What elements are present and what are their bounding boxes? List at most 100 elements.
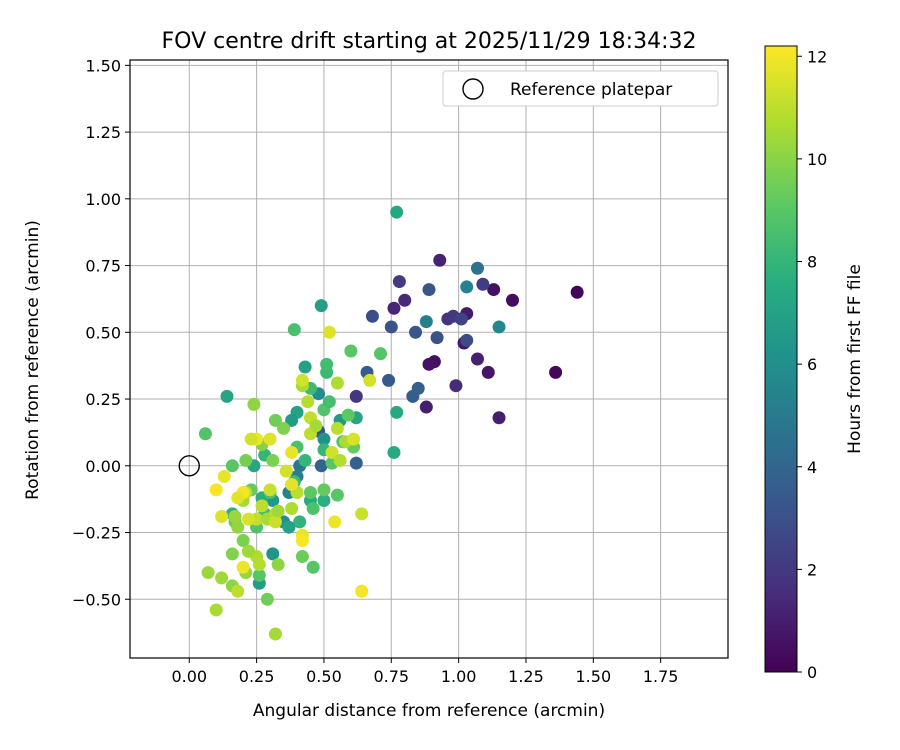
y-tick-label: −0.50 [72, 590, 121, 609]
data-point [306, 560, 320, 574]
data-point [266, 453, 280, 467]
data-point [570, 285, 584, 299]
data-point [460, 333, 474, 347]
x-tick-label: 0.75 [373, 667, 409, 686]
data-point [398, 293, 412, 307]
data-point [384, 320, 398, 334]
data-point [260, 592, 274, 606]
data-point [349, 389, 363, 403]
colorbar-ticks: 0 2 4 6 8 10 12 [797, 47, 827, 682]
data-point [244, 432, 258, 446]
data-point [481, 365, 495, 379]
colorbar-tick-label: 6 [807, 355, 817, 374]
data-point [263, 483, 277, 497]
data-point [236, 534, 250, 548]
y-axis-label: Rotation from reference (arcmin) [23, 220, 43, 500]
data-point [344, 344, 358, 358]
data-point [263, 432, 277, 446]
data-point [231, 491, 245, 505]
data-point [363, 373, 377, 387]
legend-entry-reference: Reference platepar [510, 80, 672, 100]
data-point [279, 464, 293, 478]
data-point [349, 456, 363, 470]
data-point [355, 507, 369, 521]
x-tick-label: 0.25 [239, 667, 275, 686]
colorbar-tick-label: 4 [807, 458, 817, 477]
data-point [301, 395, 315, 409]
chart-title: FOV centre drift starting at 2025/11/29 … [162, 29, 697, 54]
data-point [430, 331, 444, 345]
data-point [242, 512, 256, 526]
data-point [295, 550, 309, 564]
data-point [320, 357, 334, 371]
data-point [242, 544, 256, 558]
x-tick-label: 1.75 [643, 667, 679, 686]
colorbar-tick-label: 0 [807, 663, 817, 682]
data-point [231, 520, 245, 534]
data-point [268, 515, 282, 529]
y-tick-label: 1.00 [85, 190, 121, 209]
data-point [390, 205, 404, 219]
data-point [306, 502, 320, 515]
y-tick-label: −0.25 [72, 524, 121, 543]
data-point [325, 445, 339, 459]
data-point [215, 510, 229, 524]
data-point [293, 515, 307, 529]
data-point [470, 352, 484, 366]
data-point [314, 459, 328, 473]
data-point [309, 419, 323, 433]
data-point [549, 365, 563, 379]
data-point [387, 445, 401, 459]
data-point [487, 283, 501, 297]
data-point [282, 520, 296, 534]
data-point [492, 320, 506, 334]
data-point [239, 453, 253, 467]
data-point [365, 309, 379, 323]
colorbar-tick-label: 8 [807, 253, 817, 272]
data-point [328, 515, 342, 529]
colorbar: 0 2 4 6 8 10 12 Hours from first FF file [764, 45, 865, 682]
data-point [285, 413, 299, 427]
data-point [476, 277, 490, 291]
y-tick-label: 1.25 [85, 123, 121, 142]
data-point [330, 488, 344, 502]
data-point [419, 315, 433, 329]
data-point [303, 485, 317, 499]
data-point [228, 510, 242, 524]
data-point [295, 534, 309, 548]
reference-platepar-marker [178, 455, 200, 477]
data-point [460, 280, 474, 294]
y-tick-label: 1.50 [85, 56, 121, 75]
data-point [225, 459, 239, 473]
data-point [236, 560, 250, 574]
x-tick-label: 1.25 [508, 667, 544, 686]
data-point [201, 566, 215, 580]
data-point [209, 483, 223, 497]
data-point [387, 301, 401, 315]
data-point [382, 373, 396, 387]
data-point [492, 411, 506, 425]
colorbar-tick-label: 2 [807, 560, 817, 579]
data-point [287, 323, 301, 337]
data-point [409, 325, 423, 339]
y-tick-label: 0.75 [85, 257, 121, 276]
data-point [392, 275, 406, 289]
data-point [285, 502, 299, 515]
data-point [322, 395, 336, 409]
legend-reference-marker [462, 78, 484, 100]
data-point [317, 493, 331, 507]
x-tick-label: 0.00 [171, 667, 207, 686]
colorbar-gradient [764, 45, 798, 673]
data-point [470, 261, 484, 275]
x-axis-label: Angular distance from reference (arcmin) [253, 701, 605, 721]
data-point [341, 408, 355, 422]
data-point [298, 360, 312, 374]
data-point [330, 421, 344, 435]
data-point [266, 547, 280, 561]
data-point [419, 400, 433, 414]
data-point [314, 299, 328, 313]
y-tick-label: 0.00 [85, 457, 121, 476]
data-point [454, 312, 468, 326]
data-point [252, 568, 266, 582]
